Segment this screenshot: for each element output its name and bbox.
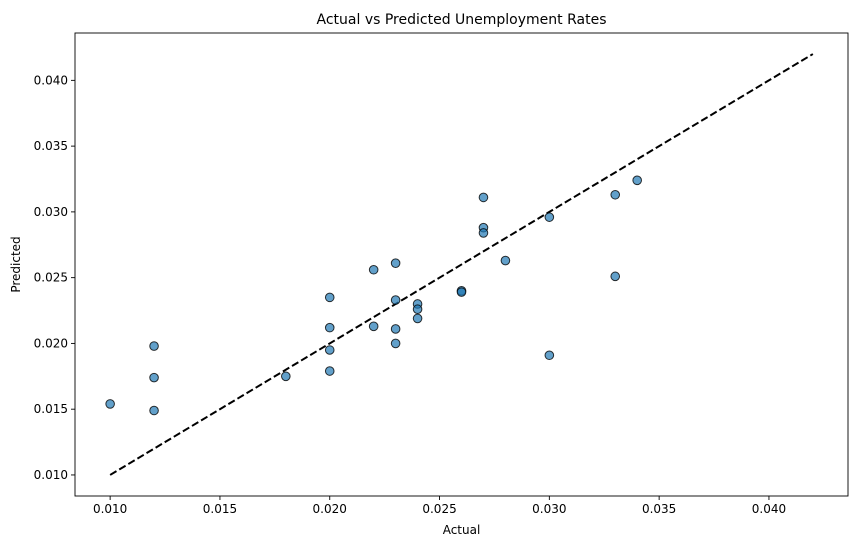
y-tick-label: 0.010 — [34, 468, 68, 482]
data-point — [544, 212, 555, 222]
data-point — [368, 321, 379, 332]
data-point — [390, 324, 401, 334]
y-tick-label: 0.020 — [34, 336, 68, 350]
data-point — [281, 371, 291, 382]
data-point — [390, 258, 401, 268]
y-tick-label: 0.035 — [34, 139, 68, 153]
y-tick-label: 0.025 — [34, 271, 68, 285]
data-point — [478, 192, 489, 203]
data-point — [149, 372, 159, 383]
x-tick-label: 0.030 — [532, 502, 566, 516]
data-point — [610, 271, 621, 282]
data-point — [390, 338, 401, 349]
x-axis-label: Actual — [443, 523, 481, 537]
data-point — [324, 292, 335, 303]
data-point — [632, 175, 642, 186]
x-tick-label: 0.040 — [752, 502, 786, 516]
y-tick-label: 0.040 — [34, 73, 68, 87]
x-tick-label: 0.020 — [313, 502, 347, 516]
y-axis-label: Predicted — [9, 236, 23, 292]
data-point — [500, 255, 511, 266]
data-point — [390, 295, 401, 305]
y-tick-label: 0.015 — [34, 402, 68, 416]
axes-frame — [74, 32, 849, 497]
data-point — [105, 399, 115, 409]
reference-line — [109, 53, 814, 476]
data-point — [149, 341, 159, 351]
data-point — [478, 228, 489, 238]
chart-title: Actual vs Predicted Unemployment Rates — [317, 12, 607, 28]
data-point — [412, 313, 423, 324]
data-point — [324, 366, 335, 376]
data-point — [324, 345, 335, 355]
data-point — [149, 405, 159, 416]
data-point — [544, 350, 555, 361]
data-point — [368, 264, 379, 275]
plot-area: 0.010 0.015 0.020 0.025 0.030 0.035 0.040 0.010… — [34, 32, 849, 516]
data-point — [412, 304, 423, 315]
y-tick-label: 0.030 — [34, 205, 68, 219]
x-tick-label: 0.035 — [642, 502, 676, 516]
data-point — [456, 287, 467, 297]
x-tick-label: 0.025 — [422, 502, 456, 516]
x-tick-label: 0.015 — [203, 502, 237, 516]
data-point — [610, 189, 621, 200]
data-point — [324, 322, 335, 333]
x-tick-label: 0.010 — [93, 502, 127, 516]
